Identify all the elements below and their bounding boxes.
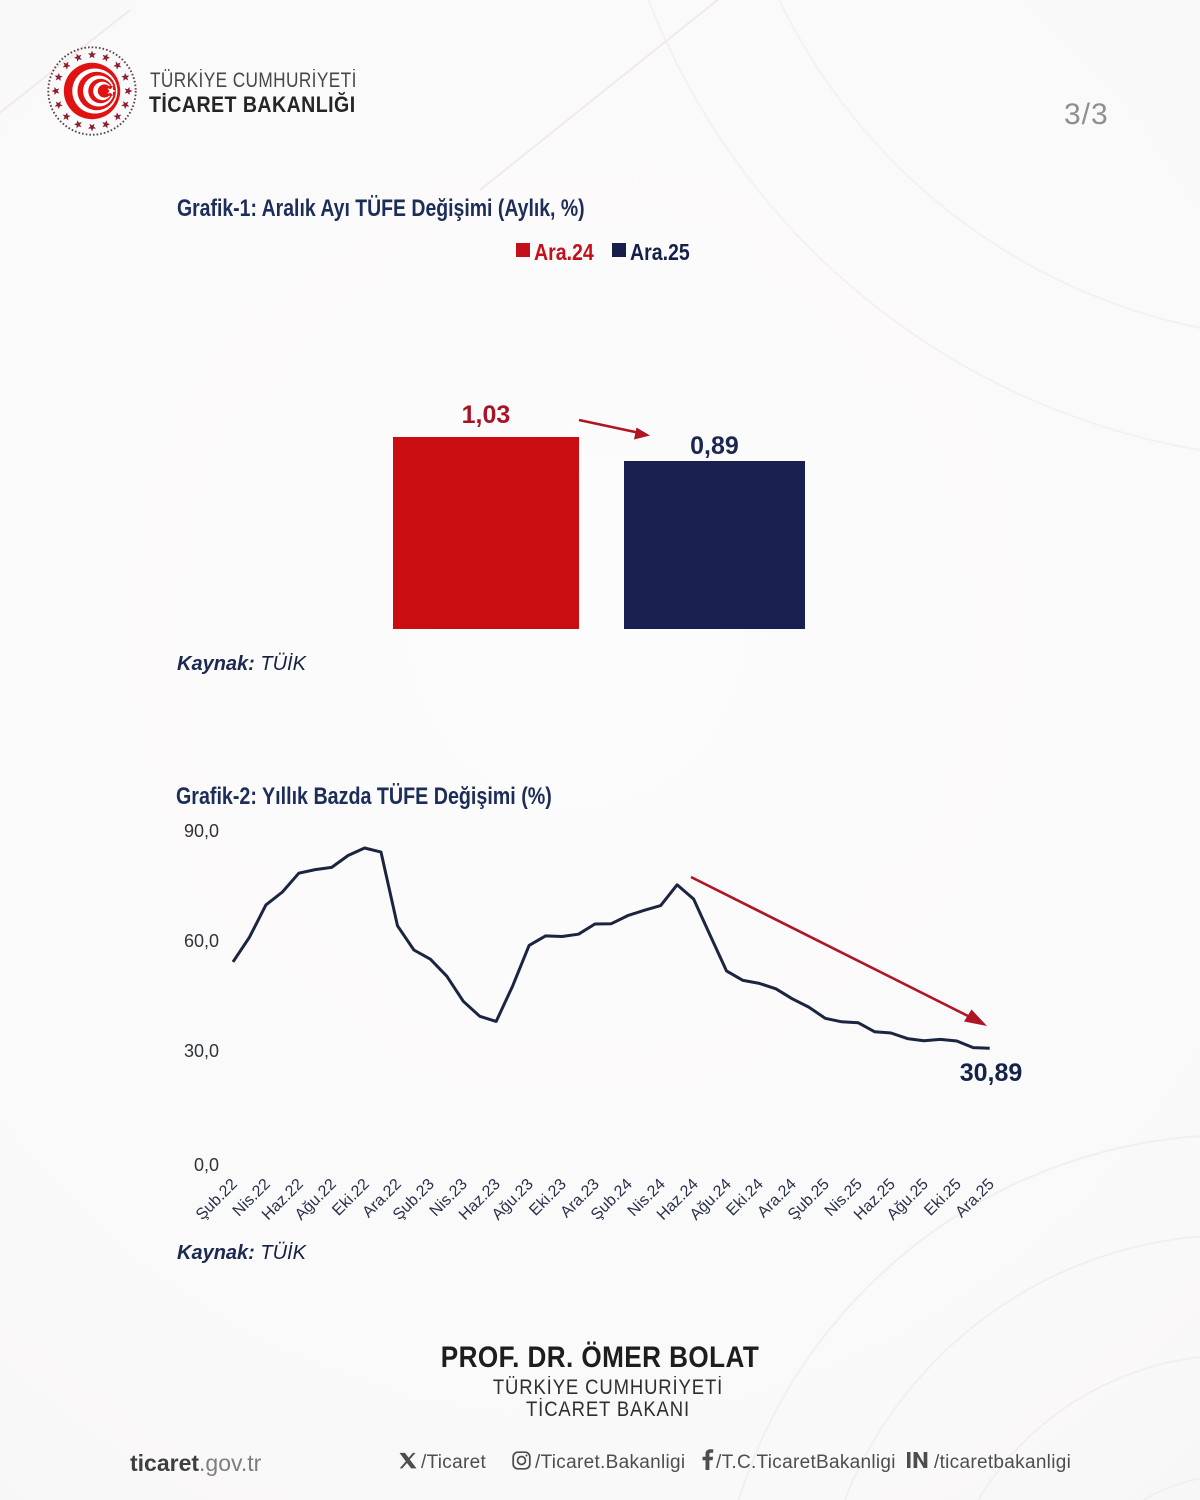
svg-text:30,0: 30,0 xyxy=(184,1041,219,1061)
svg-text:90,0: 90,0 xyxy=(184,821,219,841)
svg-text:30,89: 30,89 xyxy=(960,1059,1023,1087)
svg-text:0,0: 0,0 xyxy=(194,1155,219,1175)
svg-text:60,0: 60,0 xyxy=(184,931,219,951)
svg-text:Şub.22: Şub.22 xyxy=(193,1176,241,1224)
